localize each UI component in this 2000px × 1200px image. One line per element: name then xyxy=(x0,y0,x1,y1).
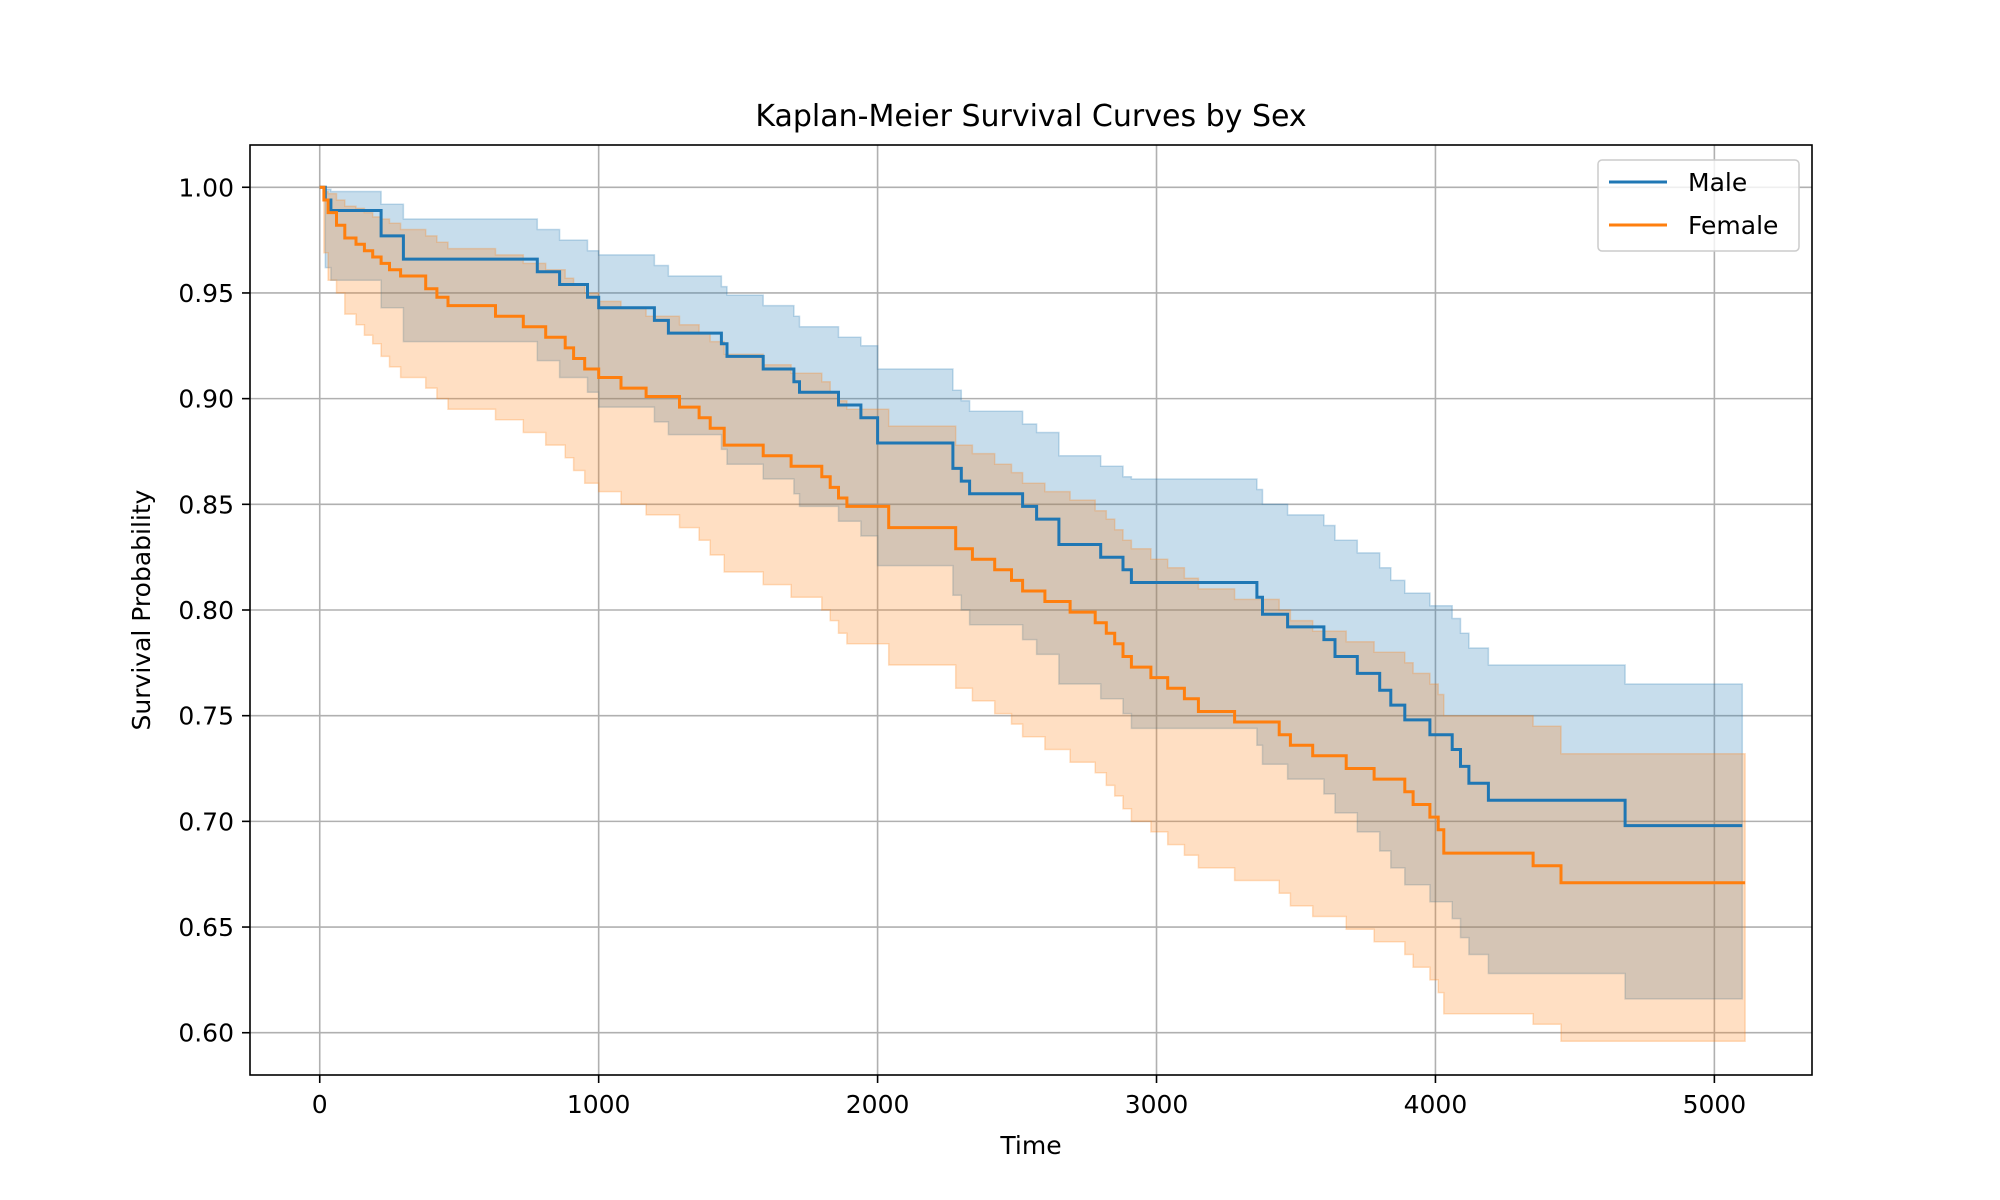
legend-label-female: Female xyxy=(1688,211,1778,240)
confidence-bands xyxy=(319,186,1746,1042)
legend: Male Female xyxy=(1597,159,1800,252)
y-axis-label: Survival Probability xyxy=(127,489,156,730)
y-tick-label: 0.85 xyxy=(178,490,234,519)
plot-area xyxy=(249,144,1813,1076)
x-axis: 0 1000 2000 3000 4000 5000 xyxy=(312,1075,1746,1119)
y-tick-label: 0.90 xyxy=(178,385,234,414)
x-axis-label: Time xyxy=(999,1131,1061,1160)
y-tick-label: 0.80 xyxy=(178,596,234,625)
survival-line-male xyxy=(319,185,1743,828)
survival-lines xyxy=(319,185,1746,885)
legend-label-male: Male xyxy=(1688,168,1747,197)
y-axis: 0.60 0.65 0.70 0.75 0.80 0.85 0.90 0.95 1.00 xyxy=(178,173,250,1048)
survival-line-female xyxy=(319,185,1746,885)
ci-band-male xyxy=(319,186,1744,1000)
grid-lines xyxy=(250,145,1812,1075)
y-tick-label: 0.70 xyxy=(178,807,234,836)
chart-title: Kaplan-Meier Survival Curves by Sex xyxy=(755,99,1306,134)
x-tick-label: 3000 xyxy=(1125,1090,1189,1119)
y-tick-label: 1.00 xyxy=(178,173,234,202)
y-tick-label: 0.65 xyxy=(178,913,234,942)
x-tick-label: 4000 xyxy=(1404,1090,1468,1119)
x-tick-label: 0 xyxy=(312,1090,328,1119)
y-tick-label: 0.60 xyxy=(178,1019,234,1048)
y-tick-label: 0.95 xyxy=(178,279,234,308)
x-tick-label: 2000 xyxy=(846,1090,910,1119)
x-tick-label: 1000 xyxy=(567,1090,631,1119)
x-tick-label: 5000 xyxy=(1683,1090,1747,1119)
y-tick-label: 0.75 xyxy=(178,702,234,731)
